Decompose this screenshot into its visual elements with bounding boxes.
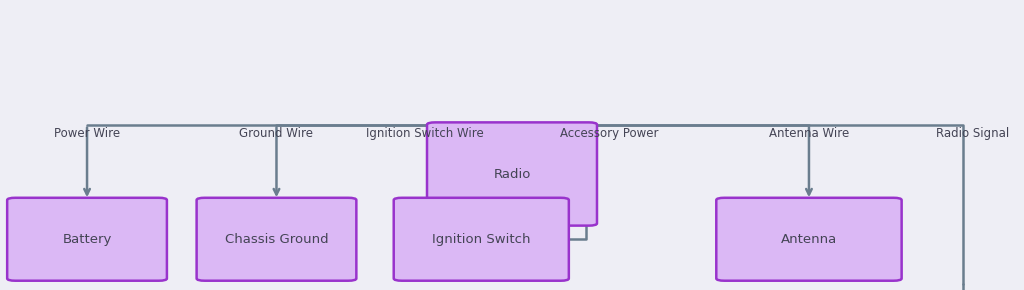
Text: Ignition Switch: Ignition Switch	[432, 233, 530, 246]
Text: Ground Wire: Ground Wire	[240, 127, 313, 140]
Text: Power Wire: Power Wire	[54, 127, 120, 140]
FancyBboxPatch shape	[717, 198, 902, 281]
FancyBboxPatch shape	[393, 198, 568, 281]
Text: Chassis Ground: Chassis Ground	[224, 233, 329, 246]
FancyBboxPatch shape	[7, 198, 167, 281]
Text: Ignition Switch Wire: Ignition Switch Wire	[367, 127, 483, 140]
FancyBboxPatch shape	[197, 198, 356, 281]
Text: Radio Signal: Radio Signal	[936, 127, 1010, 140]
Text: Battery: Battery	[62, 233, 112, 246]
Text: Accessory Power: Accessory Power	[560, 127, 658, 140]
Text: Antenna Wire: Antenna Wire	[769, 127, 849, 140]
FancyBboxPatch shape	[427, 122, 597, 226]
Text: Antenna: Antenna	[781, 233, 837, 246]
Text: Radio: Radio	[494, 168, 530, 180]
